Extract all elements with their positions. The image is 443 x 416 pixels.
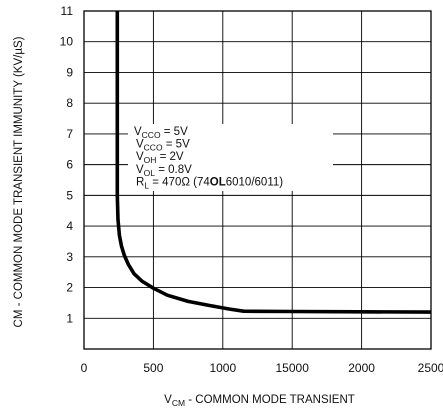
annotation-line: RL = 470Ω (74OL6010/6011) (136, 176, 283, 190)
x-tick-label: 0 (81, 361, 88, 375)
y-tick-label: 2 (66, 281, 73, 295)
y-tick-label: 5 (66, 188, 73, 202)
x-axis-label: VCM - COMMON MODE TRANSIENT (164, 394, 355, 408)
y-tick-label: 10 (60, 35, 74, 49)
x-tick-label: 2500 (418, 361, 443, 375)
x-tick-label: 1000 (209, 361, 236, 375)
plot-frame (83, 10, 432, 350)
annotation-line: VOH = 2V (136, 151, 184, 165)
annotation-backdrop (128, 124, 333, 191)
y-tick-label: 6 (66, 158, 73, 172)
y-tick-label: 8 (66, 96, 73, 110)
y-tick-label: 7 (66, 127, 73, 141)
y-tick-label: 4 (66, 219, 73, 233)
x-tick-label: 500 (143, 361, 163, 375)
annotation-line: VCCO = 5V (136, 139, 190, 153)
y-tick-label: 1 (66, 311, 73, 325)
y-tick-labels: 1 2 3 4 5 6 7 8 9 10 11 (60, 4, 74, 325)
x-tick-label: 15000 (276, 361, 310, 375)
x-tick-labels: 0 500 1000 15000 2000 2500 (81, 361, 443, 375)
y-tick-label: 3 (66, 250, 73, 264)
annotation-line: VOL = 0.8V (136, 164, 192, 178)
annotation-line: VCCO = 5V (134, 126, 188, 140)
x-tick-label: 2000 (348, 361, 375, 375)
series-line (115, 11, 432, 314)
y-tick-label: 9 (66, 65, 73, 79)
y-tick-label: 11 (61, 4, 74, 18)
series-layer (115, 11, 432, 314)
y-axis-label: CM - COMMON MODE TRANSIENT IMMUNITY (KV/… (13, 36, 25, 327)
